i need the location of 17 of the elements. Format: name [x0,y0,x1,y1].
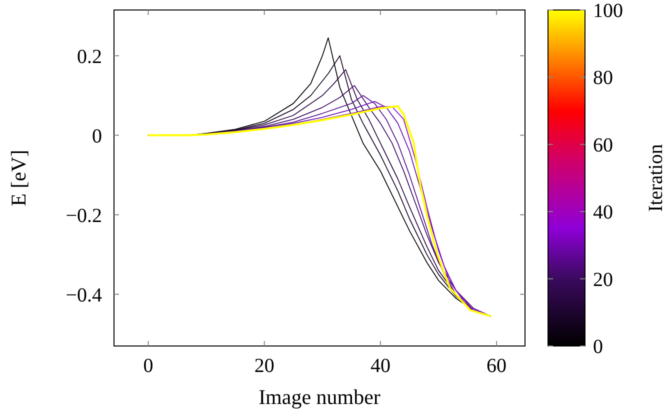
color-bar-label: 40 [593,202,613,224]
y-tick-label: 0.2 [77,46,102,68]
color-bar-label: 100 [593,0,623,22]
y-tick-label: −0.4 [66,284,102,306]
y-tick-label: 0 [92,125,102,148]
x-tick-label: 60 [486,355,507,378]
x-tick-label: 0 [143,355,154,378]
y-tick-label: −0.2 [66,204,102,227]
x-axis-title: Image number [258,385,380,409]
color-bar-label: 60 [593,134,613,156]
y-axis-title: E [eV] [6,150,30,206]
color-bar-label: 0 [593,336,603,358]
color-bar-label: 80 [593,67,613,90]
color-bar-label: 20 [593,268,613,291]
color-bar-title: Iteration [645,144,667,212]
x-tick-label: 20 [254,355,274,378]
x-tick-label: 40 [370,355,390,378]
